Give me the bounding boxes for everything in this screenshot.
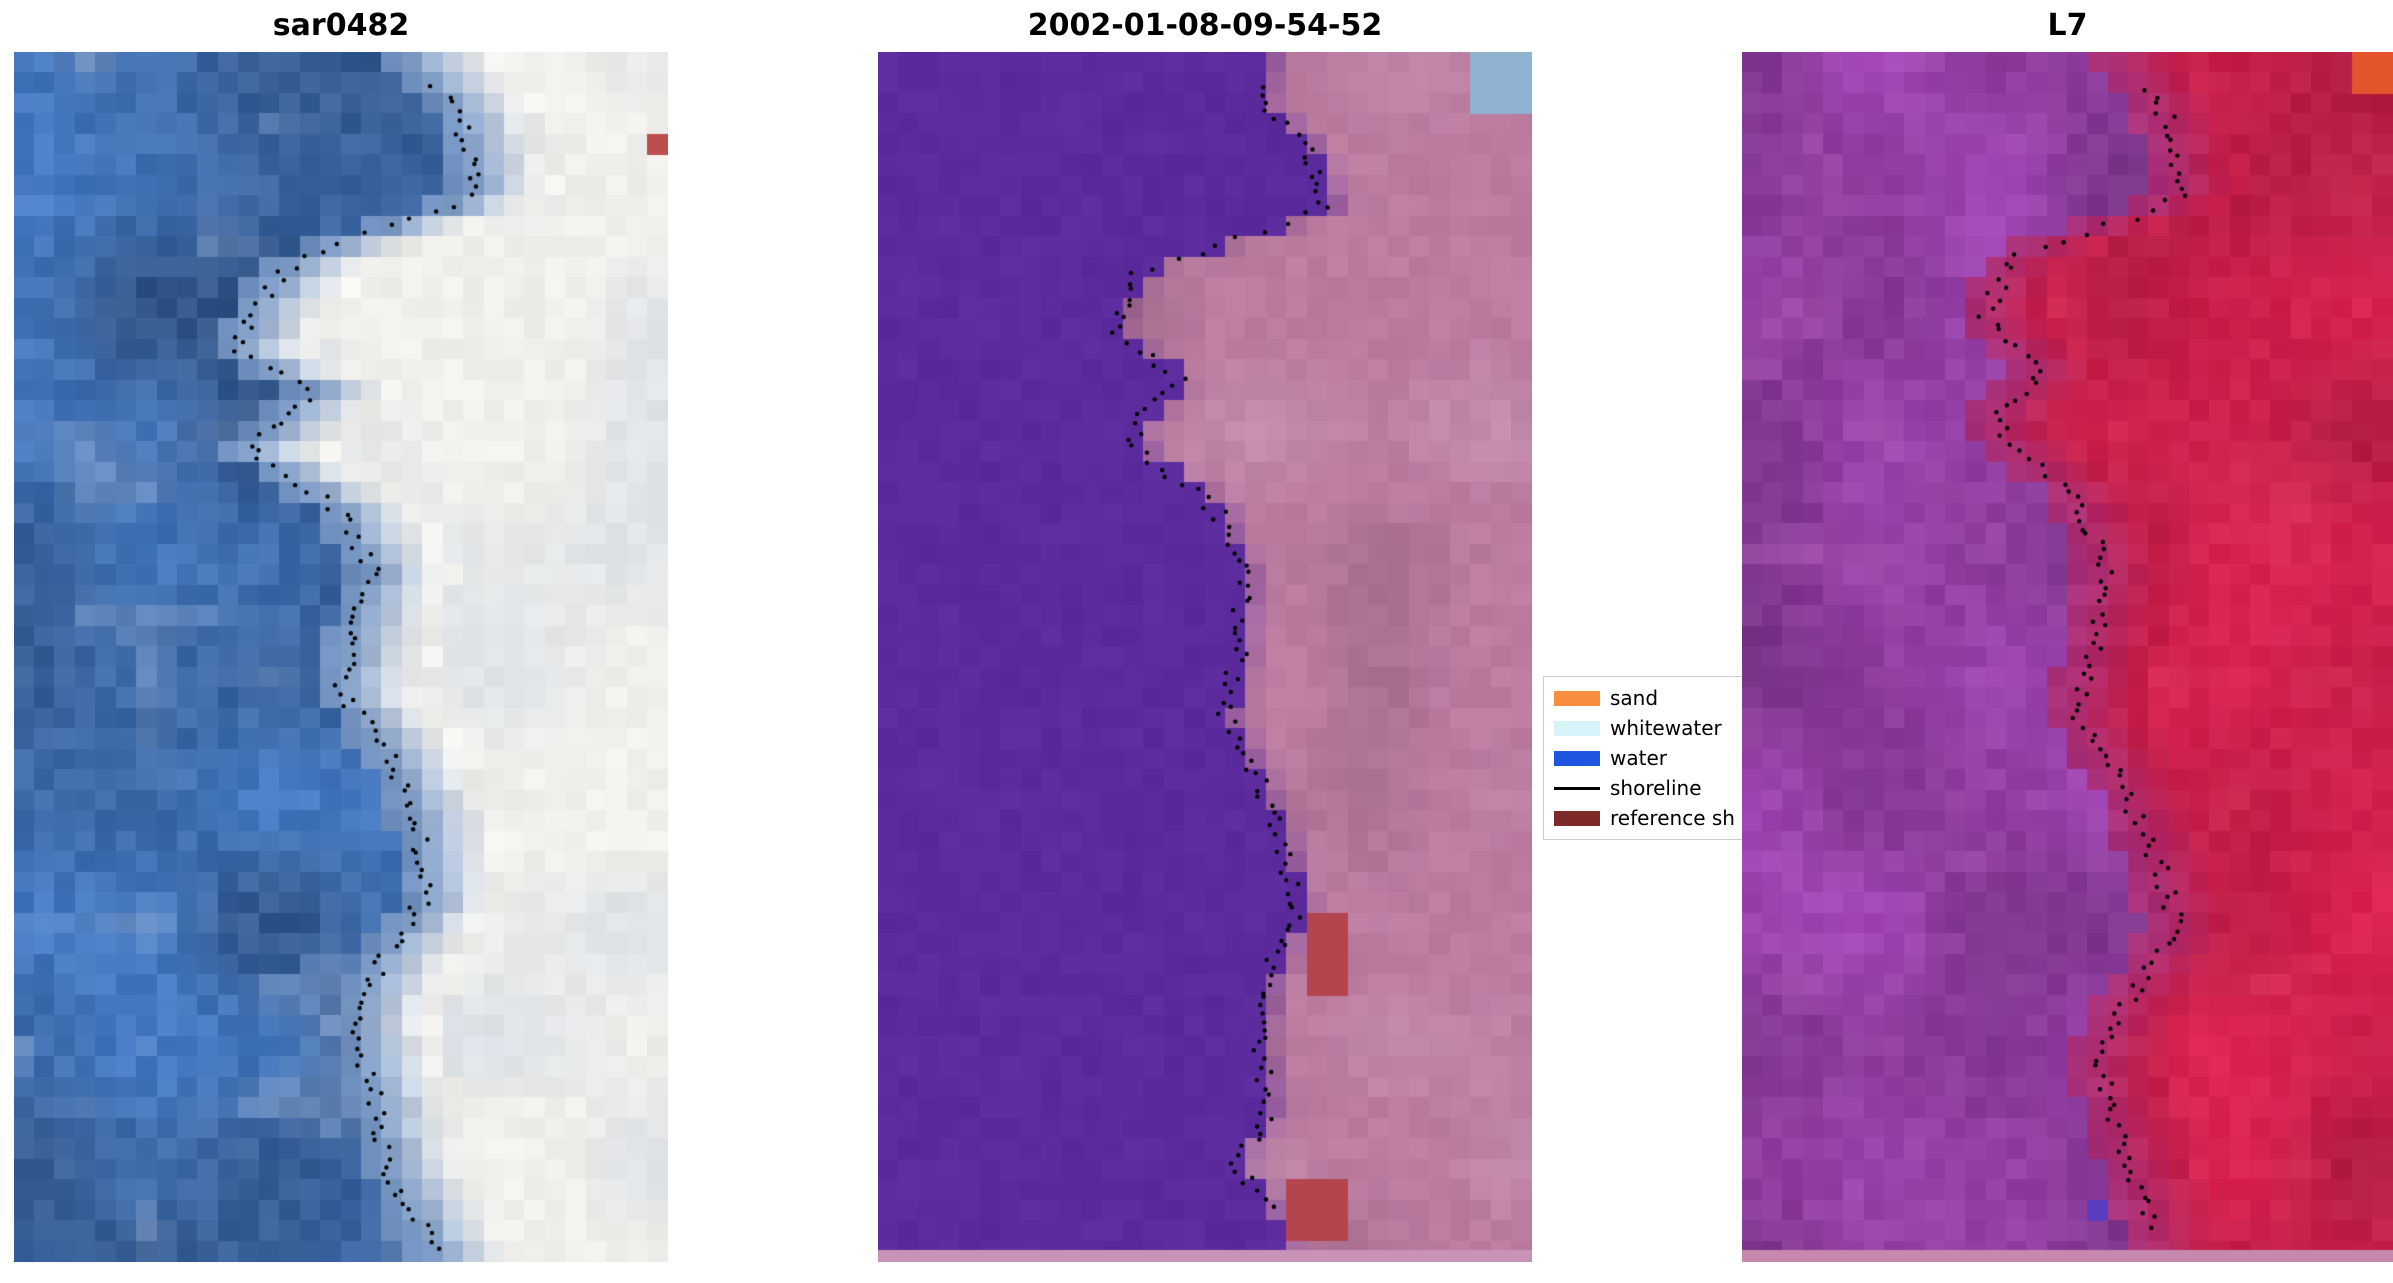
legend-item-sand: sand	[1554, 686, 1771, 710]
legend-item-reference-shoreline: reference sh	[1554, 806, 1771, 830]
panel-title-classified: 2002-01-08-09-54-52	[1027, 8, 1383, 43]
l7-image-canvas	[1742, 52, 2393, 1262]
legend-label-sand: sand	[1610, 686, 1659, 710]
shoreline-line-swatch	[1554, 786, 1600, 790]
legend-label-shoreline: shoreline	[1610, 776, 1702, 800]
legend-item-water: water	[1554, 746, 1771, 770]
classified-image-canvas	[878, 52, 1532, 1262]
legend-item-shoreline: shoreline	[1554, 776, 1771, 800]
panel-sar0482: sar0482	[14, 0, 668, 1262]
sand-swatch	[1554, 690, 1600, 706]
water-swatch	[1554, 750, 1600, 766]
legend-label-reference-shoreline: reference sh	[1610, 806, 1735, 830]
panel-title-l7: L7	[2047, 8, 2088, 43]
reference-shoreline-swatch	[1554, 810, 1600, 826]
panel-classified-2002-01-08: 2002-01-08-09-54-52	[878, 0, 1532, 1262]
panel-l7: L7	[1742, 0, 2393, 1262]
legend-label-whitewater: whitewater	[1610, 716, 1722, 740]
panel-title-sar0482: sar0482	[272, 8, 410, 43]
legend-label-water: water	[1610, 746, 1667, 770]
sar0482-image-canvas	[14, 52, 668, 1262]
whitewater-swatch	[1554, 720, 1600, 736]
legend-item-whitewater: whitewater	[1554, 716, 1771, 740]
